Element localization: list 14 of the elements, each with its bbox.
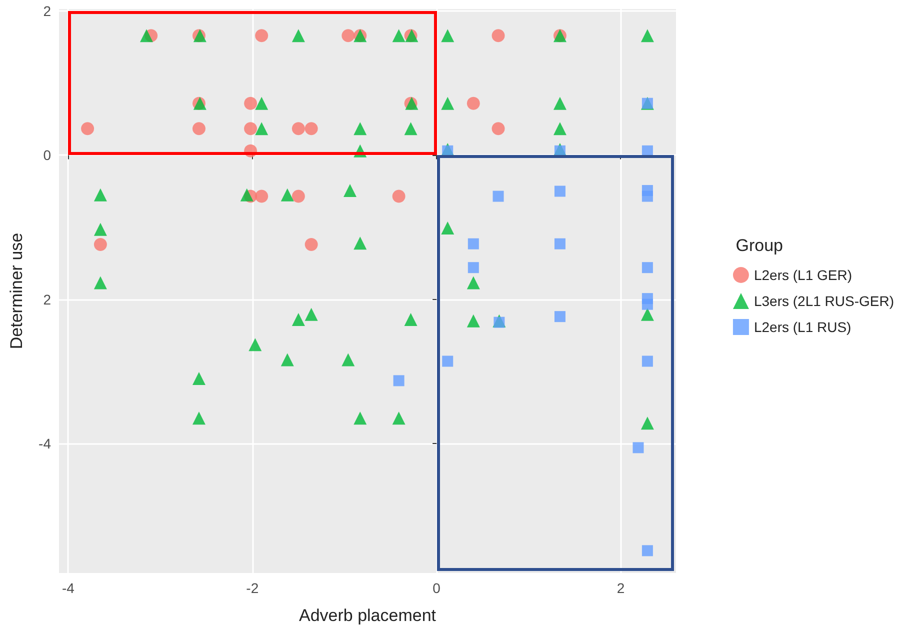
legend-label: L3ers (2L1 RUS-GER) bbox=[754, 293, 894, 309]
legend-title: Group bbox=[736, 236, 783, 255]
legend-label: L2ers (L1 RUS) bbox=[754, 319, 852, 335]
y-tick-label: 2 bbox=[43, 291, 52, 308]
y-tick-label: 0 bbox=[43, 147, 52, 164]
x-tick-label: 0 bbox=[432, 580, 441, 596]
y-tick-label: 2 bbox=[43, 3, 52, 20]
x-tick-label: -2 bbox=[246, 580, 259, 596]
y-tick-label: -4 bbox=[38, 435, 52, 452]
x-axis-title: Adverb placement bbox=[298, 606, 436, 625]
legend-label: L2ers (L1 GER) bbox=[754, 267, 852, 283]
x-tick-label: -4 bbox=[62, 580, 75, 596]
x-tick-label: 2 bbox=[616, 580, 625, 596]
y-axis-title: Determiner use bbox=[7, 232, 26, 350]
